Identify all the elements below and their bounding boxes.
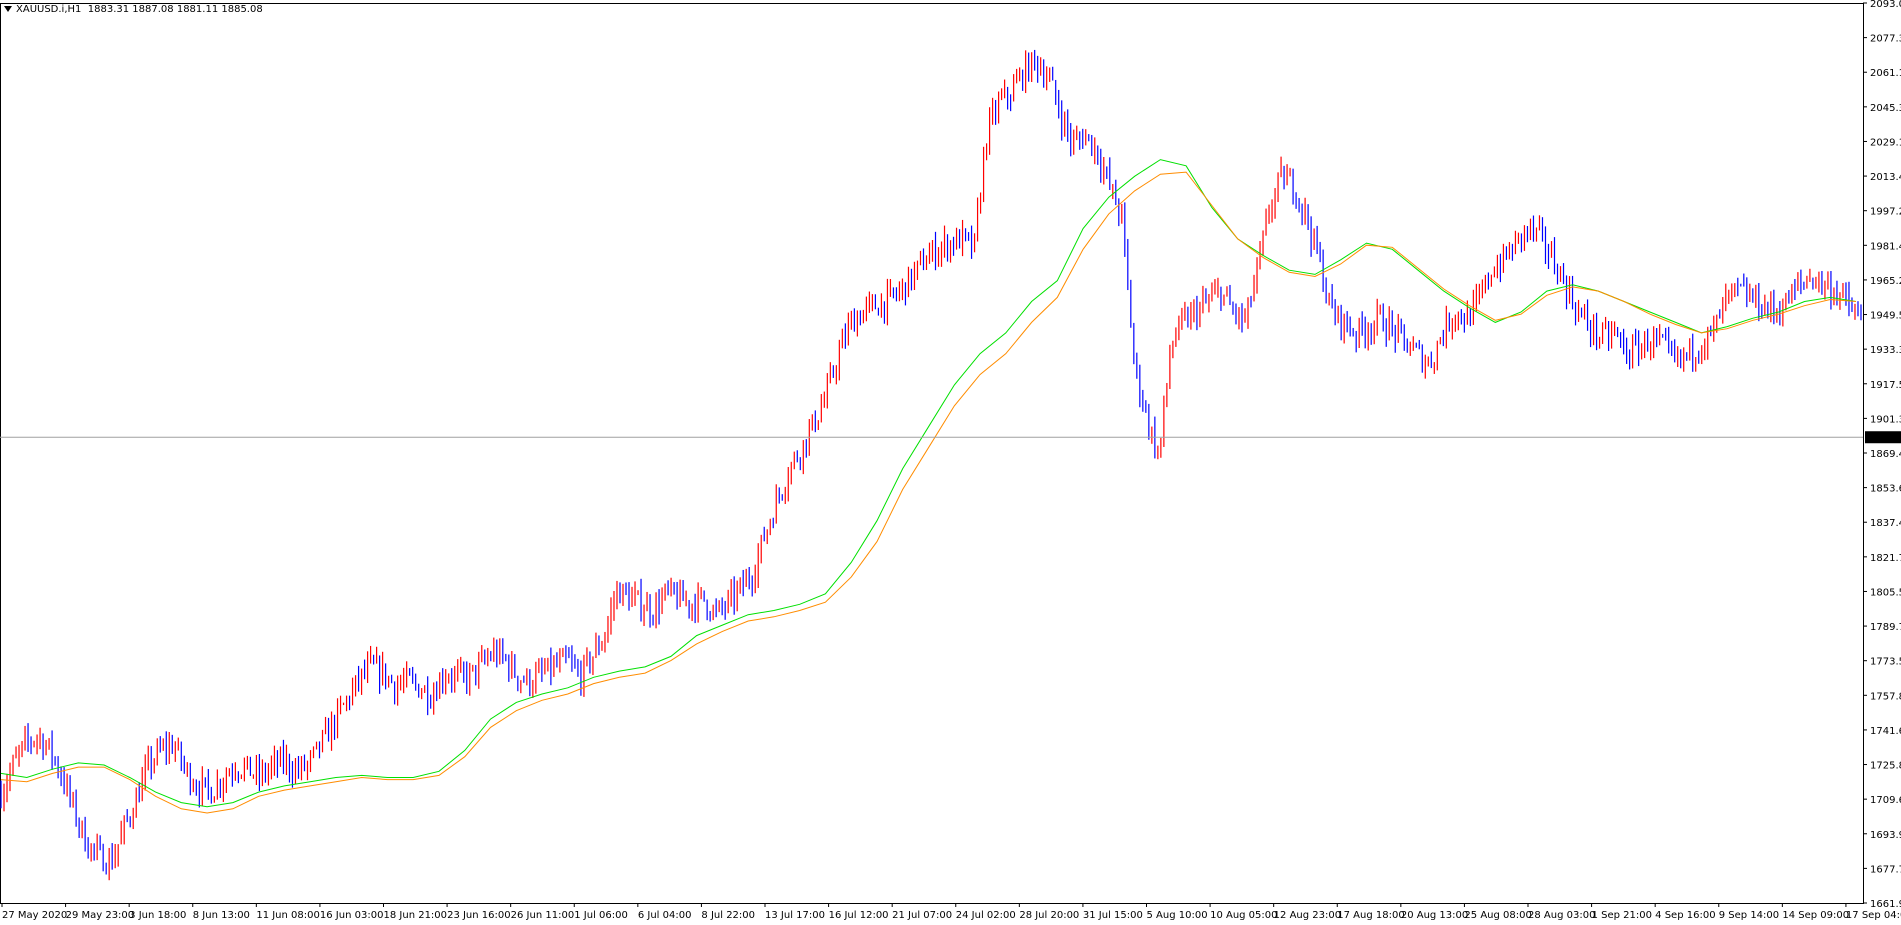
y-tick-label: 1853.6 [1870,484,1901,495]
x-tick-label: 29 May 23:00 [66,910,135,921]
y-tick-label: 1949.5 [1870,311,1901,322]
ohlc-values: 1883.31 1887.08 1881.11 1885.08 [87,4,263,15]
x-tick-label: 14 Sep 09:00 [1782,910,1849,921]
y-tick-label: 1741.6 [1870,726,1901,737]
y-tick-label: 1709.6 [1870,795,1901,806]
current-price-label-bg [1865,431,1901,444]
x-tick-label: 12 Aug 23:00 [1274,910,1341,921]
y-tick-label: 1997.2 [1870,207,1901,218]
x-tick-label: 21 Jul 07:00 [892,910,952,921]
y-tick-label: 1933.3 [1870,345,1901,356]
x-tick-label: 5 Aug 10:00 [1147,910,1208,921]
y-tick-label: 1965.2 [1870,276,1901,287]
y-tick-label: 1677.7 [1870,864,1901,875]
x-tick-label: 13 Jul 17:00 [765,910,825,921]
y-tick-label: 2061.1 [1870,68,1901,79]
x-tick-label: 24 Jul 02:00 [956,910,1016,921]
x-tick-label: 25 Aug 08:00 [1464,910,1531,921]
y-tick-label: 1773.5 [1870,657,1901,668]
current-price-label: 1885.0 [1867,433,1901,444]
x-tick-label: 18 Jun 21:00 [384,910,448,921]
y-tick-label: 1725.8 [1870,761,1901,772]
moving-average-layer [0,159,1857,814]
price-axis: 2093.0 2077.3 2061.1 2045.3 2029.1 2013.4 1997… [1863,0,1901,910]
plot-frame [0,3,1864,904]
x-tick-label: 17 Sep 04:00 [1846,910,1901,921]
y-tick-label: 1869.4 [1870,449,1901,460]
candles-layer [0,49,1862,881]
y-tick-label: 1693.9 [1870,830,1901,841]
x-tick-label: 16 Jun 03:00 [320,910,384,921]
x-tick-label: 11 Jun 08:00 [256,910,320,921]
chart-header: XAUUSD.i,H1 1883.31 1887.08 1881.11 1885… [4,4,263,15]
y-tick-label: 2029.1 [1870,137,1901,148]
x-tick-label: 26 Jun 11:00 [511,910,575,921]
y-tick-label: 1981.4 [1870,241,1901,252]
x-tick-label: 9 Sep 14:00 [1719,910,1779,921]
x-tick-label: 8 Jul 22:00 [701,910,755,921]
dropdown-triangle-icon[interactable] [4,6,12,12]
y-tick-label: 1901.3 [1870,414,1901,425]
ma-slow-line [0,171,1857,814]
y-tick-label: 1837.4 [1870,518,1901,529]
y-tick-label: 2013.4 [1870,172,1901,183]
y-tick-label: 2045.3 [1870,103,1901,114]
x-tick-label: 8 Jun 13:00 [193,910,250,921]
x-tick-label: 20 Aug 13:00 [1401,910,1468,921]
y-tick-label: 1789.7 [1870,622,1901,633]
x-tick-label: 4 Sep 16:00 [1655,910,1715,921]
x-tick-label: 3 Jun 18:00 [129,910,186,921]
x-tick-label: 1 Jul 06:00 [574,910,628,921]
x-tick-label: 1 Sep 21:00 [1592,910,1652,921]
symbol-label: XAUUSD.i,H1 [16,4,82,15]
x-tick-label: 27 May 2020 [2,910,67,921]
y-tick-label: 1757.8 [1870,691,1901,702]
y-tick-label: 2077.3 [1870,34,1901,45]
x-tick-label: 23 Jun 16:00 [447,910,511,921]
y-tick-label: 1917.5 [1870,380,1901,391]
x-tick-label: 10 Aug 05:00 [1210,910,1277,921]
y-tick-label: 2093.0 [1870,0,1901,10]
y-tick-label: 1805.5 [1870,587,1901,598]
ma-fast-line [0,159,1857,808]
y-tick-label: 1821.7 [1870,553,1901,564]
x-tick-label: 17 Aug 18:00 [1337,910,1404,921]
x-tick-label: 6 Jul 04:00 [638,910,692,921]
x-tick-label: 28 Aug 03:00 [1528,910,1595,921]
x-tick-label: 31 Jul 15:00 [1083,910,1143,921]
x-tick-label: 16 Jul 12:00 [829,910,889,921]
y-tick-label: 1661.9 [1870,899,1901,910]
x-tick-label: 28 Jul 20:00 [1019,910,1079,921]
